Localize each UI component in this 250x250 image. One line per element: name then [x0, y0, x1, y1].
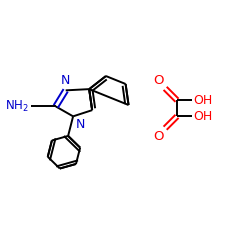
- Text: N: N: [60, 74, 70, 88]
- Text: OH: OH: [193, 94, 212, 107]
- Text: NH$_2$: NH$_2$: [5, 99, 29, 114]
- Text: OH: OH: [193, 110, 212, 123]
- Text: O: O: [153, 130, 164, 143]
- Text: N: N: [76, 118, 86, 131]
- Text: O: O: [153, 74, 164, 87]
